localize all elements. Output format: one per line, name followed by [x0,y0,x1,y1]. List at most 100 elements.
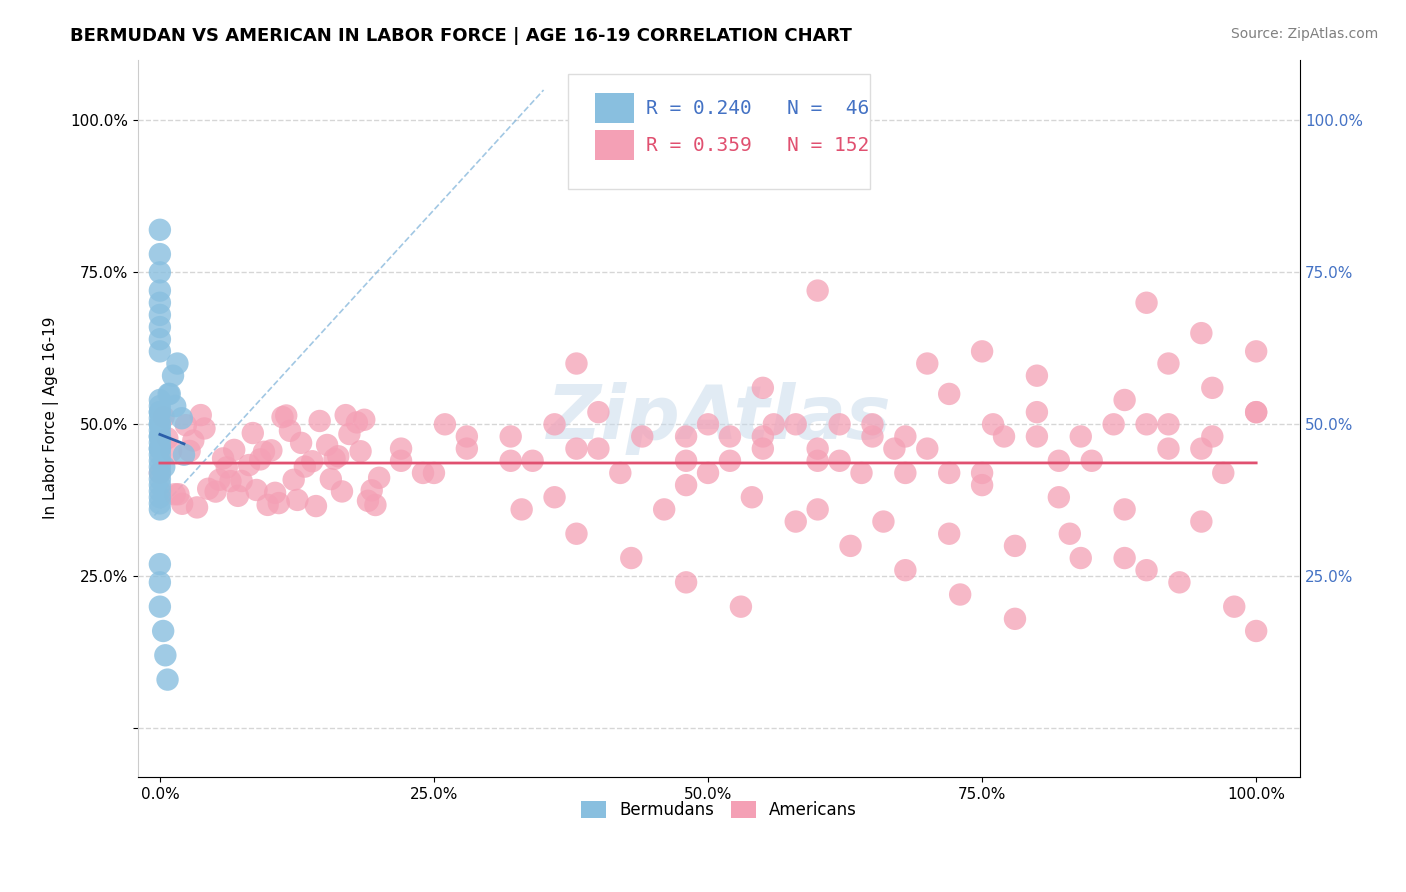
Point [190,408,212,422]
Point [149,429,172,443]
Point [456,442,478,456]
Point [1168,575,1191,590]
Point [339,427,361,442]
Point [1070,429,1092,443]
Point [1047,454,1070,468]
Point [412,466,434,480]
Point [159,387,181,401]
Point [851,466,873,480]
Point [215,460,238,475]
Point [172,497,194,511]
Point [1201,429,1223,443]
Point [1070,551,1092,566]
Point [938,387,960,401]
Point [249,452,271,467]
Point [256,498,278,512]
Point [186,500,208,515]
Point [242,425,264,440]
Point [917,442,939,456]
FancyBboxPatch shape [595,93,634,123]
Point [938,466,960,480]
Point [1114,551,1136,566]
Point [565,357,588,371]
Point [155,648,177,663]
Point [163,487,186,501]
Point [718,429,741,443]
Text: R = 0.359   N = 152: R = 0.359 N = 152 [645,136,869,155]
Point [872,515,894,529]
Point [1157,357,1180,371]
Point [323,451,346,466]
Point [1212,466,1234,480]
Point [149,417,172,432]
Point [360,483,382,498]
Point [260,443,283,458]
Point [1244,405,1267,419]
Point [839,539,862,553]
Point [253,444,276,458]
Point [1004,539,1026,553]
Point [752,442,775,456]
Point [938,526,960,541]
Point [149,265,172,279]
Point [1135,417,1157,432]
Point [149,442,172,456]
Point [156,431,179,445]
Point [894,466,917,480]
Point [149,405,172,419]
Point [238,458,260,472]
Point [1114,392,1136,407]
Point [166,357,188,371]
Point [364,498,387,512]
Point [153,459,176,474]
Point [204,484,226,499]
Point [588,442,610,456]
Point [267,496,290,510]
Point [149,435,172,450]
Point [675,454,697,468]
Point [862,429,884,443]
Point [1189,515,1212,529]
Point [224,442,246,457]
Point [1047,490,1070,504]
Point [149,484,172,499]
Point [741,490,763,504]
Point [543,490,565,504]
Point [149,466,172,480]
Point [675,575,697,590]
Point [510,502,533,516]
Point [1189,442,1212,456]
Point [883,442,905,456]
Point [197,482,219,496]
Point [349,444,371,458]
Point [1025,429,1047,443]
Point [149,332,172,346]
Point [1244,624,1267,638]
Point [193,421,215,435]
Point [807,502,830,516]
Point [294,459,316,474]
Point [149,429,172,443]
Point [316,438,339,452]
Point [433,417,456,432]
Point [319,472,342,486]
Point [330,484,353,499]
Point [174,418,197,433]
Point [1080,454,1102,468]
Point [981,417,1004,432]
Point [423,466,446,480]
Point [1201,381,1223,395]
Point [499,454,522,468]
Point [264,485,287,500]
Point [346,416,368,430]
Text: Source: ZipAtlas.com: Source: ZipAtlas.com [1230,27,1378,41]
Point [620,551,643,566]
Point [149,575,172,590]
Point [152,409,174,424]
Point [305,499,328,513]
Point [1189,326,1212,340]
Point [807,284,830,298]
Point [785,417,807,432]
Point [862,417,884,432]
Point [675,478,697,492]
